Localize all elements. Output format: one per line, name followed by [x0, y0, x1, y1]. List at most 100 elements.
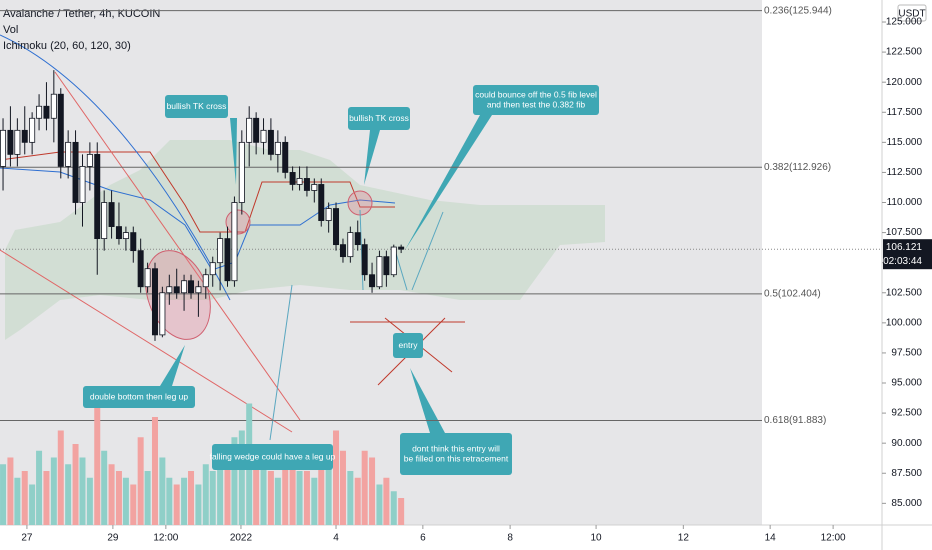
- candle-body: [390, 246, 397, 276]
- candle-body: [115, 226, 122, 240]
- candle-body: [94, 153, 101, 240]
- candle-body: [151, 268, 158, 336]
- volume-bar: [361, 450, 368, 525]
- x-tick-label: 12:00: [821, 533, 846, 544]
- candle-body: [137, 250, 144, 288]
- volume-bar: [7, 457, 14, 525]
- volume-bar: [86, 477, 93, 525]
- volume-bar: [79, 457, 86, 525]
- volume-bar: [311, 477, 318, 525]
- candle-body: [369, 274, 376, 288]
- indicator-label: Ichimoku (20, 60, 120, 30): [3, 40, 131, 52]
- chart-title: Avalanche / Tether, 4h, KUCOIN: [3, 8, 160, 20]
- ichimoku-base-line: [0, 151, 395, 233]
- volume-bar: [209, 471, 216, 525]
- volume-bar: [339, 450, 346, 525]
- callout-text: could bounce off the 0.5 fib level: [475, 89, 597, 99]
- callout-text: bullish TK cross: [349, 113, 409, 123]
- candle-body: [79, 166, 86, 203]
- candle-body: [361, 244, 368, 276]
- callout-tail: [364, 130, 380, 185]
- candle-body: [159, 292, 166, 336]
- y-tick-label: 107.500: [886, 227, 923, 238]
- x-tick-label: 10: [591, 533, 603, 544]
- candle-body: [289, 172, 296, 185]
- candle-body: [383, 256, 390, 276]
- callout-text: dont think this entry will: [412, 443, 500, 453]
- callout-box: [165, 95, 228, 118]
- y-tick-label: 115.000: [887, 137, 923, 148]
- volume-bar: [231, 437, 238, 525]
- candle-body: [260, 129, 267, 143]
- volume-bar: [318, 444, 325, 525]
- candle-body: [195, 286, 202, 294]
- candle-body: [166, 286, 173, 294]
- volume-bar: [144, 471, 151, 525]
- volume-bar: [14, 477, 21, 525]
- y-tick-label: 95.000: [891, 378, 922, 389]
- volume-bar: [347, 471, 354, 525]
- candle-body: [43, 105, 50, 119]
- x-tick-label: 12:00: [153, 533, 178, 544]
- y-tick-label: 100.000: [886, 317, 923, 328]
- callout-text: be filled on this retracement: [404, 453, 509, 463]
- candle-body: [311, 184, 318, 191]
- candle-body: [108, 202, 115, 227]
- candle-body: [130, 232, 137, 252]
- currency-label: USDT: [898, 9, 925, 20]
- last-price-box: [883, 239, 932, 270]
- callout-box: [212, 444, 333, 470]
- volume-bar: [253, 450, 260, 525]
- volume-bar: [267, 471, 274, 525]
- candle-body: [65, 141, 72, 167]
- volume-bar: [101, 450, 108, 525]
- x-tick-label: 6: [420, 533, 426, 544]
- candle-body: [122, 232, 129, 240]
- candle-body: [21, 129, 28, 143]
- y-tick-label: 122.500: [886, 47, 923, 58]
- volume-bar: [195, 484, 202, 525]
- candle-body: [398, 246, 405, 250]
- candle-body: [72, 141, 79, 203]
- callout-box: [400, 433, 512, 475]
- candle-body: [144, 268, 151, 288]
- volume-bar: [21, 471, 28, 525]
- trend-line: [54, 71, 301, 421]
- x-tick-label: 4: [333, 533, 339, 544]
- candle-body: [347, 232, 354, 258]
- volume-bar: [398, 498, 405, 525]
- x-tick-label: 14: [765, 533, 777, 544]
- volume-bar: [173, 484, 180, 525]
- volume-bar: [217, 450, 224, 525]
- volume-bar: [282, 457, 289, 525]
- volume-bar: [36, 450, 43, 525]
- candle-body: [325, 208, 332, 221]
- trend-line: [0, 249, 293, 433]
- volume-bar: [43, 471, 50, 525]
- candle-body: [296, 178, 303, 185]
- candle-body: [303, 178, 310, 191]
- y-tick-label: 112.500: [887, 167, 923, 178]
- volume-bar: [325, 464, 332, 525]
- arrow: [359, 209, 364, 291]
- candle-body: [101, 202, 108, 240]
- arrow: [394, 249, 408, 291]
- callout-tail: [230, 118, 237, 185]
- currency-box[interactable]: [897, 4, 927, 22]
- candle-body: [267, 129, 274, 155]
- volume-bar: [115, 471, 122, 525]
- last-price-label: 106.121: [886, 242, 923, 253]
- volume-bar: [376, 484, 383, 525]
- candle-body: [188, 280, 195, 294]
- x-tick-label: 12: [678, 533, 690, 544]
- y-tick-label: 87.500: [891, 468, 922, 479]
- callout-text: double bottom then leg up: [90, 391, 189, 401]
- candle-body: [36, 105, 43, 119]
- ichimoku-lagging-line: [0, 34, 231, 301]
- volume-bar: [354, 477, 361, 525]
- candle-body: [181, 280, 188, 294]
- candle-body: [50, 93, 57, 119]
- candle-body: [376, 256, 383, 288]
- candle-body: [333, 208, 340, 246]
